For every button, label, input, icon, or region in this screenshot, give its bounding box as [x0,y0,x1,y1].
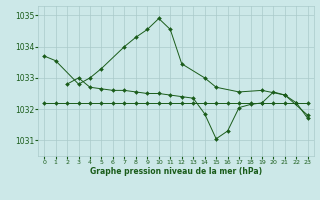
X-axis label: Graphe pression niveau de la mer (hPa): Graphe pression niveau de la mer (hPa) [90,167,262,176]
